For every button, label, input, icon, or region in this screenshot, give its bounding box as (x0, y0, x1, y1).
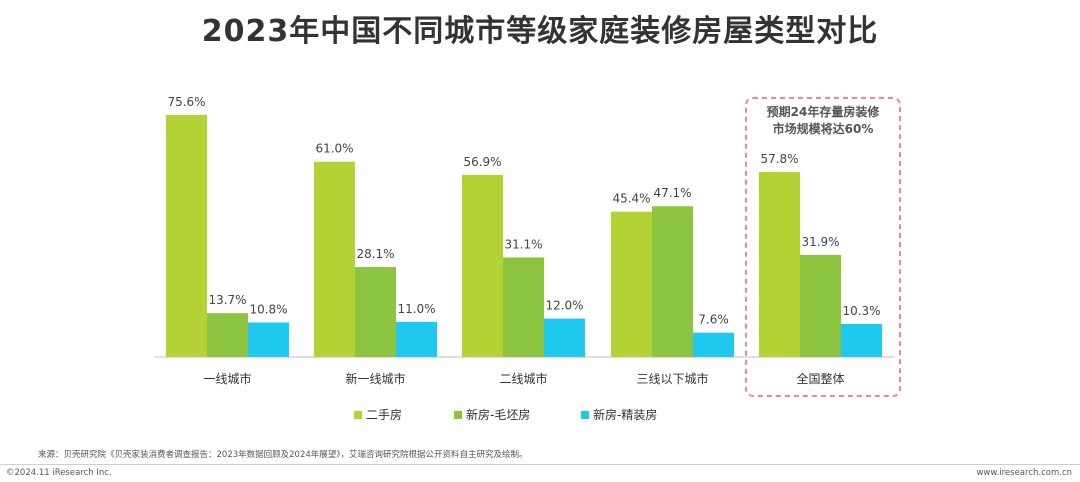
data-label: 56.9% (463, 155, 501, 169)
x-tick-label: 三线以下城市 (636, 371, 708, 386)
bar (248, 322, 289, 357)
data-label: 10.3% (842, 304, 880, 318)
bar (166, 115, 207, 357)
website-url: www.iresearch.com.cn (976, 468, 1072, 478)
data-label: 31.1% (504, 237, 542, 251)
data-label: 13.7% (208, 293, 246, 307)
bar (314, 161, 355, 357)
bar (759, 171, 800, 357)
bar (462, 174, 503, 357)
bar (396, 321, 437, 357)
legend-label: 新房-精装房 (593, 407, 657, 422)
legend-swatch (354, 411, 362, 419)
chart-title: 2023年中国不同城市等级家庭装修房屋类型对比 (201, 14, 879, 49)
x-tick-label: 一线城市 (203, 371, 251, 386)
legend-label: 二手房 (366, 407, 402, 422)
data-label: 28.1% (356, 247, 394, 261)
copyright: ©2024.11 iResearch Inc. (6, 468, 112, 478)
bar (503, 257, 544, 357)
callout-box (745, 97, 901, 397)
bar (841, 324, 882, 357)
x-tick-label: 二线城市 (499, 371, 547, 386)
bar (611, 211, 652, 357)
callout-text: 预期24年存量房装修 (767, 104, 881, 119)
x-tick-label: 全国整体 (796, 371, 844, 386)
data-label: 75.6% (167, 95, 205, 109)
bar (800, 254, 841, 357)
callout-text: 市场规模将达60% (773, 121, 874, 136)
data-label: 31.9% (801, 235, 839, 249)
data-label: 10.8% (249, 302, 287, 316)
source-note: 来源：贝壳研究院《贝壳家装消费者调查报告：2023年数据回顾及2024年展望》，… (38, 450, 528, 460)
x-tick-label: 新一线城市 (345, 371, 405, 386)
bar (544, 318, 585, 357)
legend-label: 新房-毛坯房 (466, 407, 530, 422)
data-label: 12.0% (545, 299, 583, 313)
data-label: 7.6% (698, 313, 729, 327)
legend-swatch (454, 411, 462, 419)
legend-swatch (581, 411, 589, 419)
data-label: 11.0% (397, 302, 435, 316)
data-label: 45.4% (612, 192, 650, 206)
chart-svg: 75.6% 13.7%10.8% 一线城市 61.0% 28.1% 11.0% 新一线城市 5… (154, 95, 901, 422)
data-label: 57.8% (760, 152, 798, 166)
data-label: 47.1% (653, 186, 691, 200)
bar (652, 206, 693, 357)
bar (207, 313, 248, 357)
bar (693, 332, 734, 357)
footer-divider (0, 464, 1080, 465)
data-label: 61.0% (315, 142, 353, 156)
bar (355, 267, 396, 357)
